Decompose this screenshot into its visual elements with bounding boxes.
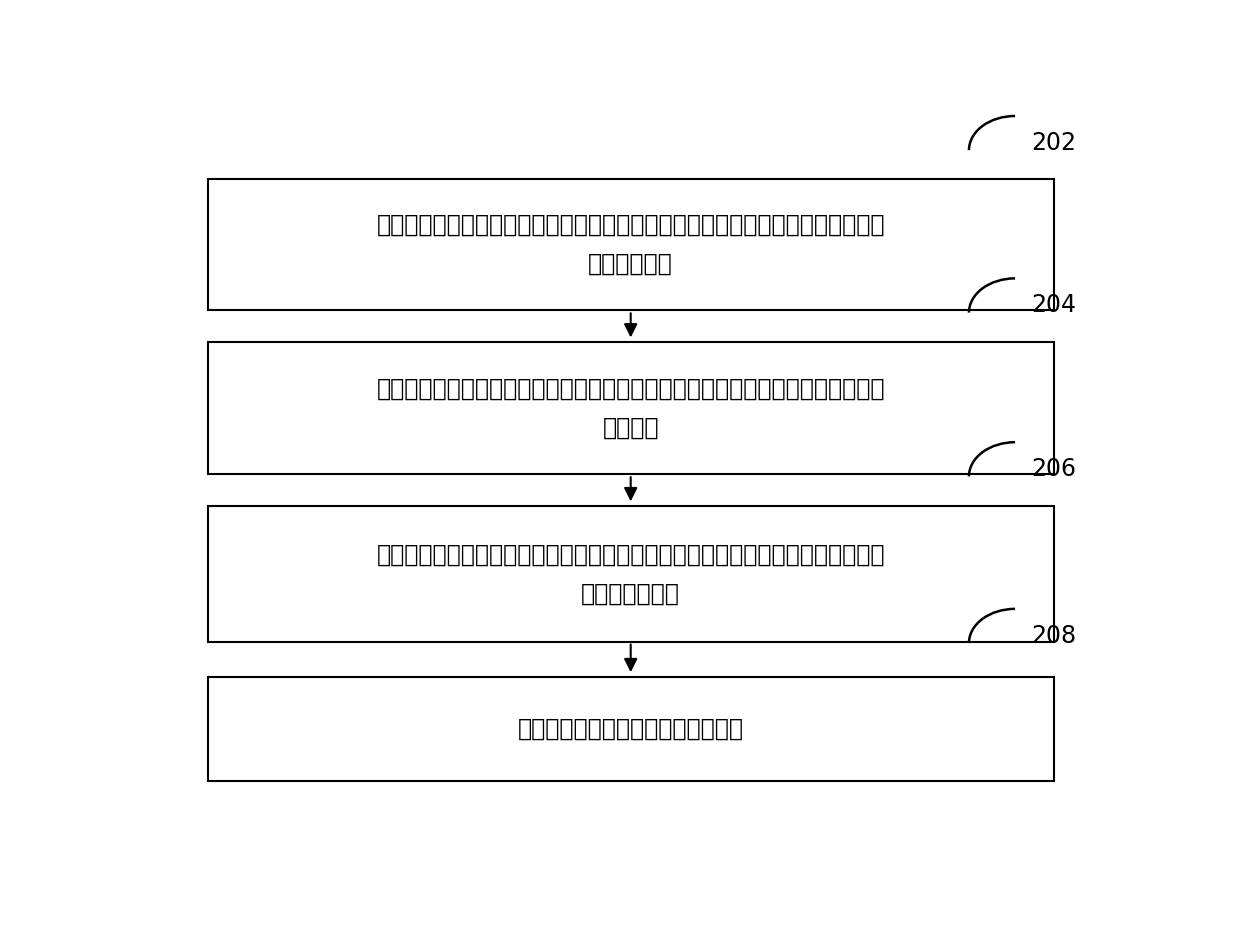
FancyBboxPatch shape [208,179,1054,311]
Text: 208: 208 [1030,624,1076,647]
FancyBboxPatch shape [208,506,1054,642]
Text: 206: 206 [1030,457,1076,481]
Text: 204: 204 [1030,293,1076,317]
Text: 202: 202 [1030,131,1076,155]
FancyBboxPatch shape [208,677,1054,781]
Text: 对每组阻抗信号分别进行特征提取，得到每组阻抗信号对应的第一测量参数和第二
测量参数: 对每组阻抗信号分别进行特征提取，得到每组阻抗信号对应的第一测量参数和第二 测量参… [377,376,885,440]
Text: 获取测量者的至少两组阻抗信号，其中每组阻抗信号包括测量者的同一身体节段的
多个阻抗信号: 获取测量者的至少两组阻抗信号，其中每组阻抗信号包括测量者的同一身体节段的 多个阻… [377,213,885,277]
FancyBboxPatch shape [208,342,1054,475]
Text: 根据每组阻抗信号对应的第一测量参数和第二测量参数，确定每组阻抗信号分别对
应的候选心排量: 根据每组阻抗信号对应的第一测量参数和第二测量参数，确定每组阻抗信号分别对 应的候… [377,542,885,606]
Text: 基于各个候选心排量确定目标心排量: 基于各个候选心排量确定目标心排量 [517,717,744,741]
